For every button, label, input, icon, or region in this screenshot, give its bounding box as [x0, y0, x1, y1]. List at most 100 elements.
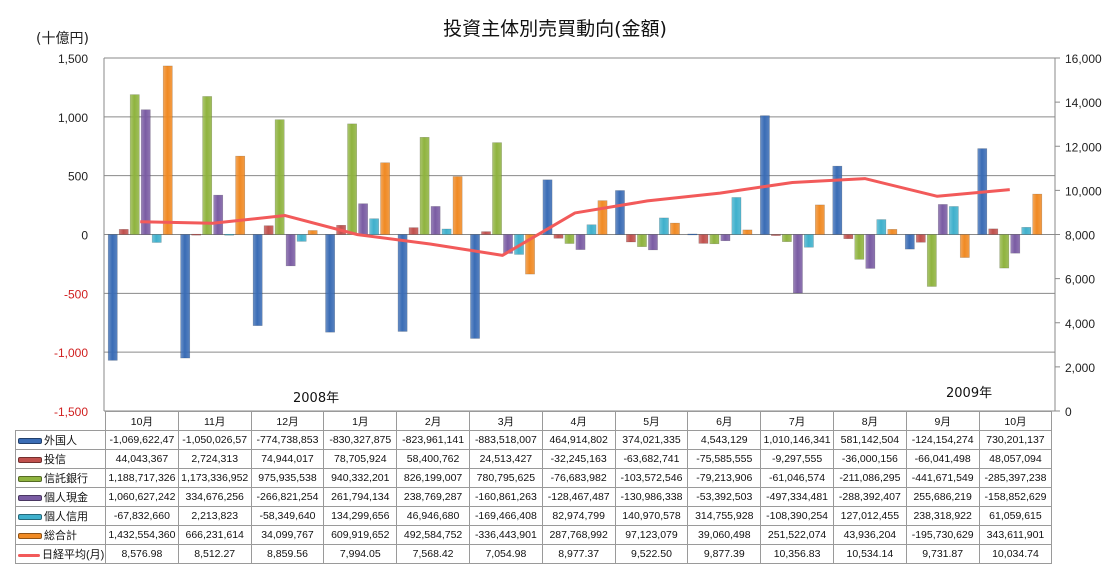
bar-個人信用-2月 — [441, 228, 452, 235]
table-header-row: 10月 11月 12月 1月 2月 3月 4月 5月 6月 7月 8月 9月 10月 — [16, 411, 1053, 431]
bar-総合計-10月 — [1032, 193, 1043, 235]
category-label: 2月 — [396, 411, 470, 431]
table-cell: -195,730,629 — [905, 525, 980, 545]
table-cell: 609,919,652 — [323, 525, 398, 545]
table-cell: 140,970,578 — [614, 506, 689, 526]
bar-総合計-9月 — [959, 234, 970, 258]
y2-tick-label: 10,000 — [1065, 184, 1102, 198]
bar-総合計-7月 — [815, 204, 825, 235]
bar-個人信用-7月 — [804, 234, 814, 248]
table-cell: 1,173,336,952 — [177, 468, 252, 488]
bar-個人信用-10月 — [151, 234, 162, 243]
table-cell: 2,213,823 — [177, 506, 252, 526]
table-cell: 975,935,538 — [250, 468, 325, 488]
table-cell: -103,572,546 — [614, 468, 689, 488]
category-label: 7月 — [760, 411, 834, 431]
category-label: 11月 — [177, 411, 252, 431]
y-tick-label: 1,000 — [58, 111, 88, 125]
table-cell: -32,245,163 — [541, 449, 616, 469]
table-cell: 61,059,615 — [978, 506, 1053, 526]
table-cell: 48,057,094 — [978, 449, 1053, 469]
table-cell: -158,852,629 — [978, 487, 1053, 507]
table-cell: 9,522.50 — [614, 544, 689, 564]
bar-個人現金-7月 — [793, 234, 803, 294]
bar-外国人-7月 — [760, 115, 770, 235]
table-corner — [16, 412, 106, 431]
table-cell: 46,946,680 — [396, 506, 470, 526]
bar-総合計-12月 — [307, 230, 318, 235]
table-cell: 581,142,504 — [832, 430, 907, 450]
bar-個人信用-9月 — [948, 206, 959, 235]
table-row: 信託銀行 1,188,717,326 1,173,336,952 975,935,53… — [15, 468, 1053, 488]
y2-tick-label: 14,000 — [1065, 96, 1102, 110]
table-row: 日経平均(月) 8,576.98 8,512.27 8,859.56 7,994.05 7… — [15, 544, 1053, 564]
category-label: 4月 — [541, 411, 616, 431]
bar-外国人-2月 — [397, 234, 408, 332]
table-cell: 7,994.05 — [323, 544, 398, 564]
table-cell: 780,795,625 — [468, 468, 543, 488]
y2-tick-label: 2,000 — [1065, 361, 1095, 375]
y2-tick-label: 6,000 — [1065, 273, 1095, 287]
table-row: 個人現金 1,060,627,242 334,676,256 -266,821,254… — [15, 487, 1053, 507]
table-cell: 2,724,313 — [177, 449, 252, 469]
y2-tick-label: 0 — [1065, 405, 1072, 419]
bar-総合計-5月 — [670, 222, 680, 235]
bar-個人現金-4月 — [575, 234, 586, 250]
bar-個人現金-8月 — [865, 234, 876, 269]
table-cell: 43,936,204 — [832, 525, 907, 545]
y2-tick-label: 4,000 — [1065, 317, 1095, 331]
table-cell: -130,986,338 — [614, 487, 689, 507]
category-label: 9月 — [905, 411, 980, 431]
bar-信託銀行-7月 — [782, 234, 792, 242]
table-cell: 74,944,017 — [250, 449, 325, 469]
bar-投信-10月 — [988, 228, 999, 235]
legend-marker-icon — [18, 495, 42, 502]
table-cell: 10,034.74 — [978, 544, 1053, 564]
bar-総合計-4月 — [597, 200, 608, 235]
legend-marker-icon — [18, 457, 42, 464]
table-cell: -285,397,238 — [978, 468, 1053, 488]
table-cell: 39,060,498 — [687, 525, 762, 545]
legend-marker-icon — [18, 476, 42, 483]
table-cell: -9,297,555 — [760, 449, 834, 469]
table-cell: 238,769,287 — [396, 487, 470, 507]
table-cell: 8,512.27 — [177, 544, 252, 564]
table-cell: -67,832,660 — [105, 506, 179, 526]
bar-外国人-8月 — [832, 165, 843, 235]
bar-投信-12月 — [263, 225, 274, 235]
bar-投信-3月 — [481, 231, 491, 235]
table-cell: -288,392,407 — [832, 487, 907, 507]
bar-投信-7月 — [771, 234, 781, 236]
bar-総合計-10月 — [162, 65, 173, 235]
table-cell: 9,731.87 — [905, 544, 980, 564]
category-label: 1月 — [323, 411, 398, 431]
table-cell: 940,332,201 — [323, 468, 398, 488]
bar-投信-10月 — [118, 229, 129, 235]
y-tick-label: -500 — [64, 287, 88, 301]
table-cell: 97,123,079 — [614, 525, 689, 545]
bar-信託銀行-11月 — [202, 96, 213, 235]
table-row: 個人信用 -67,832,660 2,213,823 -58,349,640 134,2… — [15, 506, 1053, 526]
series-name: 日経平均(月) — [42, 549, 105, 561]
bar-個人信用-12月 — [296, 234, 307, 242]
category-label: 3月 — [468, 411, 543, 431]
bar-個人現金-5月 — [648, 234, 658, 251]
bar-総合計-6月 — [742, 229, 753, 235]
legend-marker-icon — [18, 553, 40, 557]
bar-信託銀行-6月 — [709, 234, 720, 245]
bar-個人現金-10月 — [140, 109, 151, 235]
bar-信託銀行-8月 — [854, 234, 865, 260]
chart-title: 投資主体別売買動向(金額) — [443, 18, 667, 40]
bar-個人信用-1月 — [369, 218, 379, 235]
table-cell: -823,961,141 — [396, 430, 470, 450]
table-cell: 492,584,752 — [396, 525, 470, 545]
legend-entry: 投信 — [15, 449, 106, 469]
legend-marker-icon — [18, 533, 42, 540]
bar-個人現金-2月 — [430, 206, 441, 235]
bar-総合計-1月 — [380, 162, 390, 235]
legend-entry: 総合計 — [15, 525, 106, 545]
table-cell: 8,859.56 — [250, 544, 325, 564]
category-label: 10月 — [105, 411, 179, 431]
table-cell: 24,513,427 — [468, 449, 543, 469]
